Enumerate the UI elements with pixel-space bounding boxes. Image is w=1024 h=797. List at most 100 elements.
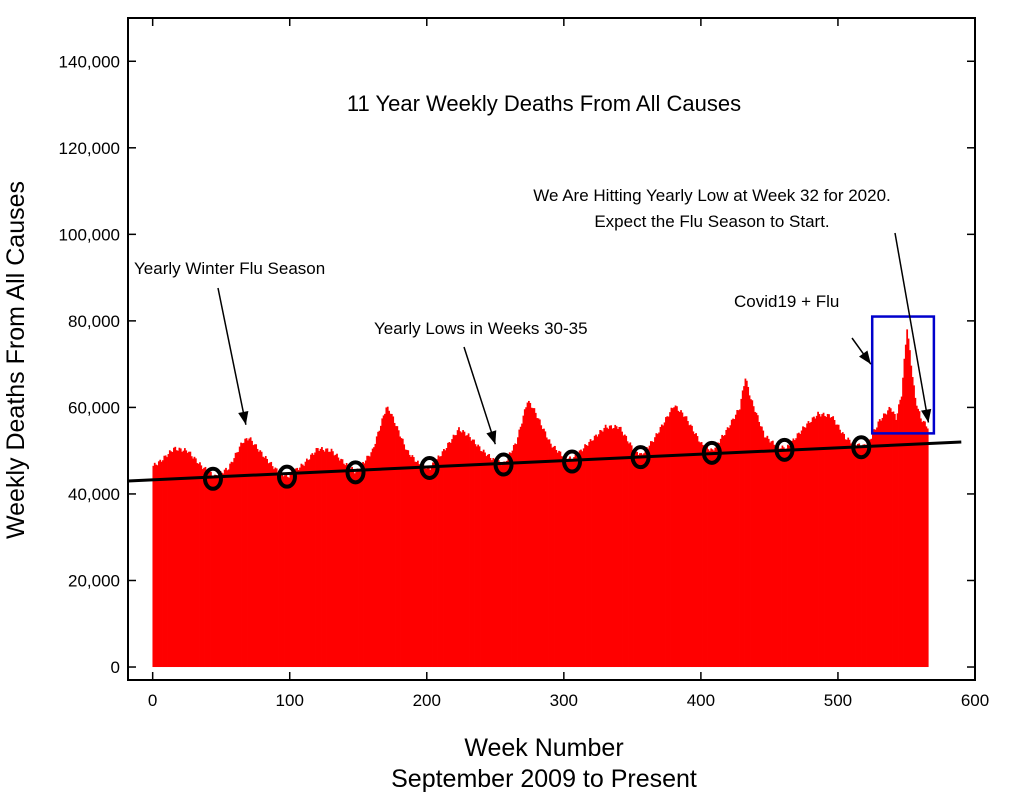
week-bar — [852, 441, 855, 668]
week-bar — [826, 413, 829, 668]
week-bar — [602, 431, 604, 668]
week-bar — [574, 454, 577, 668]
week-bar — [186, 452, 189, 668]
week-bar — [817, 411, 819, 668]
week-bar — [332, 451, 334, 668]
week-bar — [636, 451, 639, 668]
yearly-low-marker — [202, 466, 223, 491]
week-bar — [214, 474, 216, 668]
week-bar — [533, 408, 536, 668]
week-bar — [643, 453, 645, 668]
week-bar — [922, 420, 925, 668]
week-bar — [506, 460, 508, 668]
week-bar — [673, 407, 676, 668]
week-bar — [264, 456, 267, 668]
week-bar — [173, 447, 175, 668]
yearly-low-marker — [345, 460, 366, 485]
week-bar — [913, 385, 915, 668]
week-bar — [226, 470, 229, 668]
week-bar — [711, 449, 714, 668]
week-bar — [183, 448, 186, 668]
week-bar — [318, 450, 321, 668]
week-bar — [589, 439, 592, 668]
week-bar — [160, 461, 163, 668]
week-bar — [560, 456, 563, 668]
week-bar — [554, 445, 556, 668]
week-bar — [569, 456, 571, 668]
week-bar — [729, 425, 732, 668]
week-bar — [216, 477, 219, 668]
week-bar — [470, 440, 473, 668]
week-bar — [700, 442, 703, 668]
week-bar — [333, 455, 336, 668]
week-bar — [359, 468, 362, 668]
week-bar — [189, 451, 192, 668]
week-bar — [925, 426, 928, 668]
week-bar — [164, 455, 167, 668]
week-bar — [884, 413, 887, 668]
week-bar — [586, 445, 589, 668]
week-bar — [843, 433, 845, 668]
week-bar — [921, 422, 924, 668]
yearly-low-marker — [276, 464, 297, 489]
week-bar — [780, 448, 782, 668]
week-bar — [347, 464, 349, 668]
week-bar — [284, 475, 286, 668]
highlight-box-group — [870, 315, 936, 435]
week-bar — [848, 439, 851, 668]
annotation-yearly-low-line1: We Are Hitting Yearly Low at Week 32 for… — [533, 186, 891, 205]
week-bar — [193, 456, 196, 668]
week-bar — [777, 445, 780, 668]
week-bar — [851, 442, 854, 668]
week-bar — [782, 447, 785, 668]
week-bar — [770, 441, 773, 668]
week-bar — [437, 455, 440, 668]
week-bar — [338, 460, 341, 668]
week-bar — [337, 457, 340, 668]
week-bar — [403, 444, 406, 668]
week-bar — [495, 463, 497, 668]
week-bar — [750, 399, 752, 668]
week-bar — [540, 425, 543, 668]
week-bar — [444, 450, 447, 668]
week-bar — [429, 469, 432, 668]
week-bar — [840, 433, 843, 668]
x-axis-ticks: 0 100 200 300 400 500 600 — [148, 18, 989, 710]
week-bar — [676, 406, 678, 668]
week-bar — [366, 455, 369, 668]
week-bar — [175, 450, 178, 668]
week-bar — [233, 458, 236, 668]
week-bar — [644, 448, 647, 668]
week-bar — [892, 411, 895, 668]
week-bar — [674, 405, 677, 668]
week-bar — [682, 416, 685, 668]
annotation-yearly-low-line2: Expect the Flu Season to Start. — [594, 212, 829, 231]
week-bar — [463, 431, 466, 668]
week-bar — [282, 476, 285, 668]
week-bar — [571, 461, 574, 668]
week-bar — [877, 421, 880, 668]
week-bar — [634, 448, 637, 668]
week-bar — [880, 420, 883, 668]
week-bar — [914, 397, 917, 668]
week-bar — [511, 450, 514, 668]
week-bar — [881, 417, 884, 668]
annotation-arrow-line — [894, 232, 930, 423]
week-bar — [355, 471, 358, 668]
week-bar — [555, 449, 558, 668]
week-bar — [307, 460, 310, 668]
week-bar — [730, 419, 733, 668]
week-bar — [384, 413, 386, 668]
week-bar — [824, 415, 826, 668]
week-bar — [441, 451, 444, 668]
week-bar — [462, 430, 464, 668]
week-bar — [667, 416, 670, 668]
week-bar — [188, 451, 190, 668]
covid-highlight-box — [870, 315, 936, 435]
week-bar — [803, 427, 806, 668]
week-bar — [797, 432, 800, 668]
week-bar — [369, 456, 371, 668]
week-bar — [660, 424, 663, 668]
week-bar — [910, 365, 913, 668]
week-bar — [662, 425, 665, 668]
